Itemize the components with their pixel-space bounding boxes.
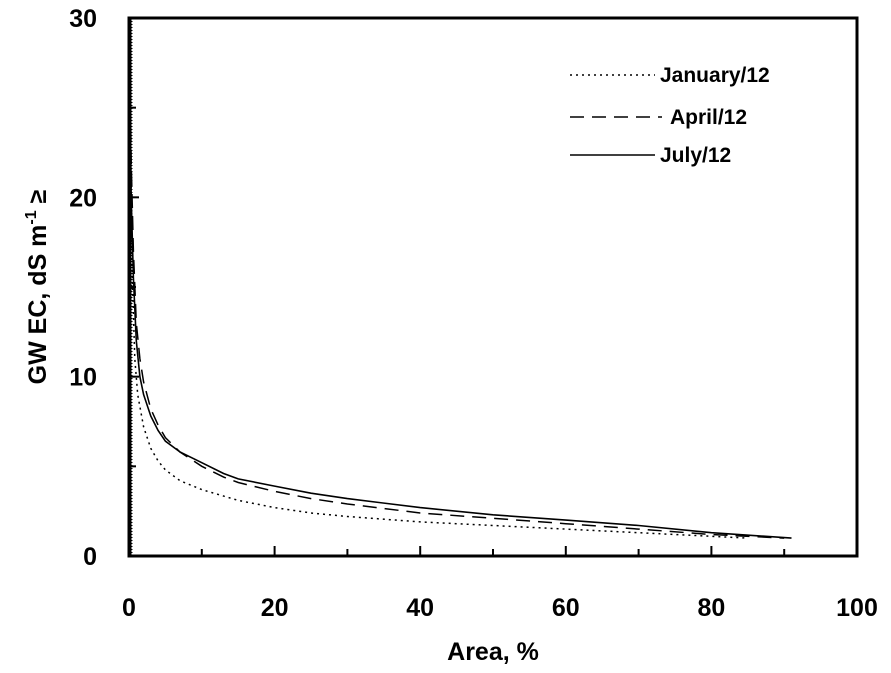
y-tick-label: 30 — [69, 5, 97, 33]
legend: January/12 April/12 July/12 — [570, 64, 770, 167]
series-lines — [128, 17, 792, 539]
series-line-april-12 — [128, 17, 785, 539]
x-tick-label: 0 — [122, 594, 136, 622]
legend-label: July/12 — [660, 144, 731, 167]
x-tick-label: 100 — [836, 594, 878, 622]
y-axis-title-superscript: -1 — [23, 210, 40, 224]
y-axis-title-tail: ≥ — [24, 189, 52, 210]
plot-frame — [127, 16, 859, 558]
x-axis-title: Area, % — [447, 638, 539, 666]
y-axis-title-main: GW EC, dS m — [24, 225, 52, 385]
x-tick-label: 60 — [552, 594, 580, 622]
series-line-january-12 — [128, 17, 748, 539]
x-tick-label: 80 — [697, 594, 725, 622]
tick-labels: 0 20 40 60 80 100 0 10 20 30 — [69, 5, 878, 622]
y-tick-label: 10 — [69, 364, 97, 392]
series-line-july-12 — [128, 17, 792, 539]
legend-label: April/12 — [670, 106, 747, 129]
legend-label: January/12 — [660, 64, 770, 87]
y-axis-title: GW EC, dS m-1 ≥ — [23, 189, 52, 384]
y-tick-label: 0 — [83, 543, 97, 571]
x-tick-label: 40 — [406, 594, 434, 622]
x-tick-label: 20 — [261, 594, 289, 622]
axis-ticks — [129, 106, 786, 556]
y-tick-label: 20 — [69, 184, 97, 212]
